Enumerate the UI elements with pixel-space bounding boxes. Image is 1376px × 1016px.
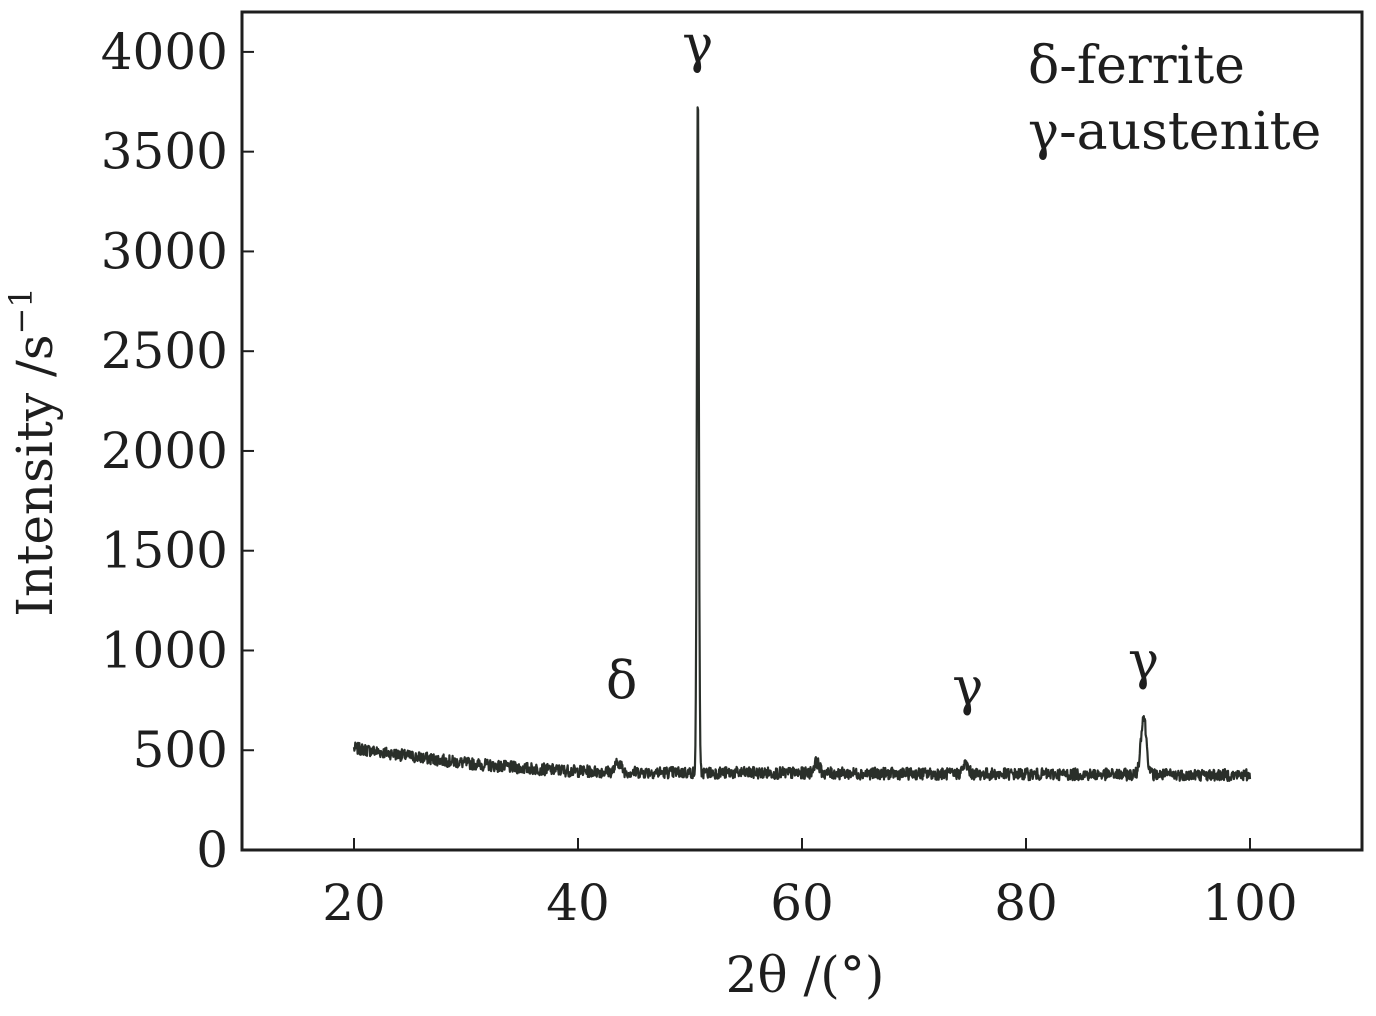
x-tick-label: 60 bbox=[770, 874, 834, 932]
peak-phase-label: γ bbox=[952, 657, 983, 717]
xrd-pattern-line bbox=[352, 106, 1252, 783]
x-axis-ticks: 20 40 60 80 100 bbox=[322, 838, 1298, 932]
x-axis-title: 2θ /(°) bbox=[726, 946, 885, 1004]
legend-entry: δ-ferrite bbox=[1028, 36, 1245, 96]
peak-annotations: γ δ γ γ bbox=[606, 15, 1159, 717]
y-tick-label: 4000 bbox=[101, 23, 228, 81]
y-axis-ticks: 0 500 1000 1500 2000 2500 3000 3500 4000 bbox=[101, 23, 254, 879]
y-tick-label: 0 bbox=[196, 821, 228, 879]
x-tick-label: 80 bbox=[994, 874, 1058, 932]
y-tick-label: 2000 bbox=[101, 422, 228, 480]
y-tick-label: 1000 bbox=[101, 621, 228, 679]
y-axis-title-unit-exponent: −1 bbox=[2, 287, 40, 334]
y-tick-label: 3500 bbox=[101, 123, 228, 181]
legend-entry: γ-austenite bbox=[1028, 102, 1321, 162]
y-axis-title: Intensity /s−1 bbox=[2, 287, 64, 616]
x-tick-label: 20 bbox=[322, 874, 386, 932]
series-group bbox=[352, 106, 1252, 783]
y-axis-title-main: Intensity /s bbox=[6, 334, 64, 616]
y-tick-label: 3000 bbox=[101, 222, 228, 280]
x-tick-label: 40 bbox=[546, 874, 610, 932]
peak-phase-label: δ bbox=[606, 651, 637, 711]
x-tick-label: 100 bbox=[1202, 874, 1297, 932]
y-tick-label: 500 bbox=[133, 721, 228, 779]
y-tick-label: 1500 bbox=[101, 522, 228, 580]
y-tick-label: 2500 bbox=[101, 322, 228, 380]
peak-phase-label: γ bbox=[682, 15, 713, 75]
svg-text:Intensity /s−1: Intensity /s−1 bbox=[2, 287, 64, 616]
peak-phase-label: γ bbox=[1128, 631, 1159, 691]
